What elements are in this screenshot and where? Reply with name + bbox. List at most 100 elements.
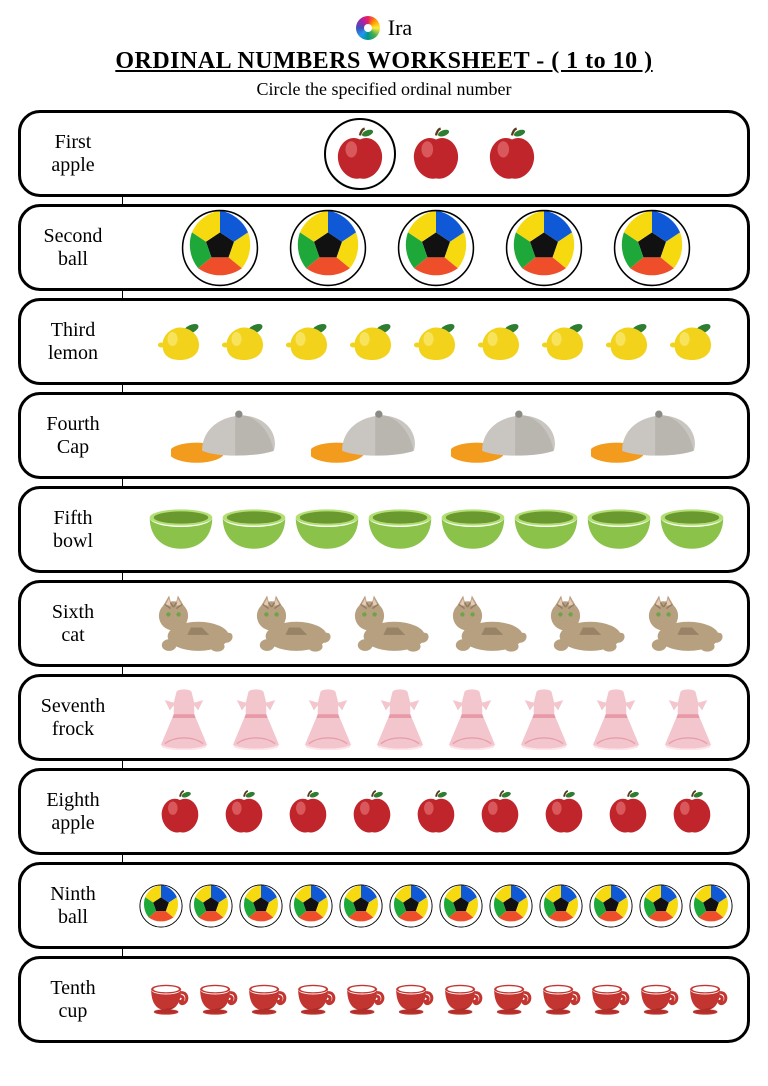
lemon-icon xyxy=(475,320,525,363)
ball-icon xyxy=(289,884,333,928)
lemon-icon xyxy=(283,320,333,363)
apple-icon xyxy=(220,788,268,836)
row-items xyxy=(125,583,747,664)
frock-icon xyxy=(296,686,360,750)
row-label: Seventhfrock xyxy=(21,695,125,741)
ball-icon xyxy=(397,209,475,287)
row-label: FourthCap xyxy=(21,413,125,459)
apple-icon xyxy=(348,788,396,836)
bowl-icon xyxy=(658,508,726,550)
row-items xyxy=(125,959,747,1040)
lemon-icon xyxy=(155,320,205,363)
ball-icon xyxy=(189,884,233,928)
worksheet-row: FourthCap xyxy=(18,392,750,479)
lemon-icon xyxy=(539,320,589,363)
lemon-icon xyxy=(667,320,717,363)
bowl-icon xyxy=(512,508,580,550)
ball-icon xyxy=(589,884,633,928)
ball-icon xyxy=(339,884,383,928)
cap-icon xyxy=(451,405,561,466)
ball-icon xyxy=(539,884,583,928)
cat-icon xyxy=(147,594,235,654)
worksheet-row: Eighthapple xyxy=(18,768,750,855)
worksheet-row: Fifthbowl xyxy=(18,486,750,573)
ball-icon xyxy=(439,884,483,928)
frock-icon xyxy=(152,686,216,750)
cup-icon xyxy=(635,983,679,1016)
apple-icon xyxy=(483,125,541,183)
cap-icon xyxy=(171,405,281,466)
ball-icon xyxy=(613,209,691,287)
lemon-icon xyxy=(411,320,461,363)
frock-icon xyxy=(584,686,648,750)
lemon-icon xyxy=(603,320,653,363)
apple-icon xyxy=(331,125,389,183)
logo: Ira xyxy=(18,12,750,44)
row-items xyxy=(125,207,747,288)
worksheet-row: Tenthcup xyxy=(18,956,750,1043)
row-label: Eighthapple xyxy=(21,789,125,835)
bowl-icon xyxy=(220,508,288,550)
row-label: Thirdlemon xyxy=(21,319,125,365)
cup-icon xyxy=(439,983,483,1016)
cup-icon xyxy=(488,983,532,1016)
cup-icon xyxy=(145,983,189,1016)
frock-icon xyxy=(656,686,720,750)
apple-icon xyxy=(668,788,716,836)
cup-icon xyxy=(586,983,630,1016)
ball-icon xyxy=(389,884,433,928)
bowl-icon xyxy=(585,508,653,550)
worksheet-row: Secondball xyxy=(18,204,750,291)
ball-icon xyxy=(289,209,367,287)
row-label: Firstapple xyxy=(21,131,125,177)
apple-icon xyxy=(407,125,465,183)
worksheet-rows: Firstapple Secondball xyxy=(18,110,750,1043)
row-items xyxy=(125,395,747,476)
worksheet-row: Seventhfrock xyxy=(18,674,750,761)
frock-icon xyxy=(440,686,504,750)
frock-icon xyxy=(512,686,576,750)
bowl-icon xyxy=(293,508,361,550)
worksheet-row: Firstapple xyxy=(18,110,750,197)
logo-text: Ira xyxy=(388,15,412,41)
answer-circle xyxy=(324,118,396,190)
apple-icon xyxy=(604,788,652,836)
ball-icon xyxy=(505,209,583,287)
cup-icon xyxy=(292,983,336,1016)
row-items xyxy=(125,677,747,758)
cap-icon xyxy=(311,405,421,466)
cat-icon xyxy=(441,594,529,654)
apple-icon xyxy=(540,788,588,836)
ball-icon xyxy=(639,884,683,928)
ball-icon xyxy=(689,884,733,928)
row-label: Secondball xyxy=(21,225,125,271)
apple-icon xyxy=(284,788,332,836)
row-items xyxy=(125,865,747,946)
bowl-icon xyxy=(366,508,434,550)
bowl-icon xyxy=(439,508,507,550)
worksheet-row: Ninthball xyxy=(18,862,750,949)
row-label: Sixthcat xyxy=(21,601,125,647)
apple-icon xyxy=(476,788,524,836)
cup-icon xyxy=(341,983,385,1016)
cup-icon xyxy=(390,983,434,1016)
row-label: Ninthball xyxy=(21,883,125,929)
cup-icon xyxy=(684,983,728,1016)
row-items xyxy=(125,489,747,570)
ball-icon xyxy=(181,209,259,287)
cat-icon xyxy=(539,594,627,654)
lemon-icon xyxy=(347,320,397,363)
cup-icon xyxy=(537,983,581,1016)
worksheet-row: Sixthcat xyxy=(18,580,750,667)
frock-icon xyxy=(368,686,432,750)
row-items xyxy=(125,771,747,852)
logo-icon xyxy=(356,16,380,40)
cup-icon xyxy=(194,983,238,1016)
bowl-icon xyxy=(147,508,215,550)
cat-icon xyxy=(245,594,333,654)
ball-icon xyxy=(139,884,183,928)
row-label: Fifthbowl xyxy=(21,507,125,553)
cap-icon xyxy=(591,405,701,466)
row-label: Tenthcup xyxy=(21,977,125,1023)
page-title: ORDINAL NUMBERS WORKSHEET - ( 1 to 10 ) xyxy=(18,48,750,75)
